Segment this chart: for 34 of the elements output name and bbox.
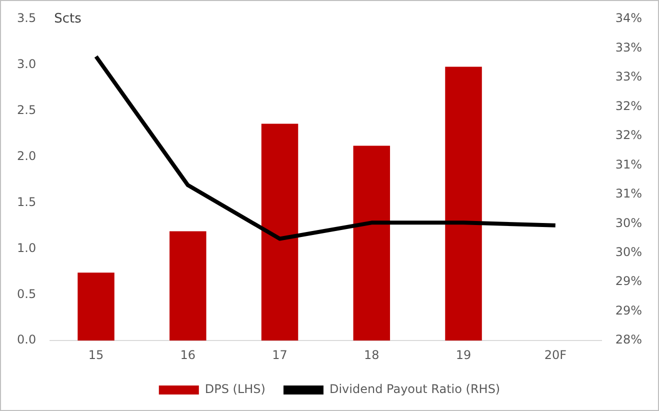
y2-tick-label: 30% (615, 216, 642, 230)
bar (78, 272, 114, 341)
y2-tick-label: 29% (615, 304, 642, 318)
y2-tick-label: 32% (615, 98, 642, 113)
y2-tick-label: 30% (615, 245, 642, 260)
y2-tick-label: 31% (615, 186, 642, 201)
x-tick-label: 18 (364, 348, 380, 362)
y2-tick-label: 31% (615, 157, 642, 172)
y2-tick-label: 28% (615, 332, 642, 347)
x-tick-label: 15 (88, 348, 104, 362)
y-tick-label: 2.5 (16, 103, 36, 118)
y-tick-label: 2.0 (16, 148, 36, 163)
y2-tick-label: 33% (615, 40, 642, 54)
bar (445, 66, 482, 341)
y-tick-label: 0.0 (16, 332, 36, 347)
x-tick-label: 17 (272, 348, 288, 362)
y2-tick-label: 34% (615, 11, 642, 26)
bar (261, 124, 298, 341)
legend-label: DPS (LHS) (204, 382, 266, 396)
y-axis-title: Scts (54, 11, 82, 26)
y2-tick-label: 33% (615, 70, 642, 84)
y-tick-label: 1.5 (16, 194, 36, 209)
bar (170, 231, 206, 341)
y-tick-label: 3.5 (16, 11, 36, 26)
x-tick-label: 16 (180, 348, 196, 362)
y2-tick-label: 29% (615, 274, 642, 288)
legend-label: Dividend Payout Ratio (RHS) (329, 382, 500, 396)
x-tick-label: 19 (456, 348, 472, 362)
x-tick-label: 20F (544, 348, 567, 362)
y2-tick-label: 32% (615, 128, 642, 142)
bar (353, 146, 390, 341)
y-tick-label: 1.0 (16, 240, 36, 255)
y-tick-label: 3.0 (16, 57, 36, 72)
y-tick-label: 0.5 (16, 286, 36, 301)
